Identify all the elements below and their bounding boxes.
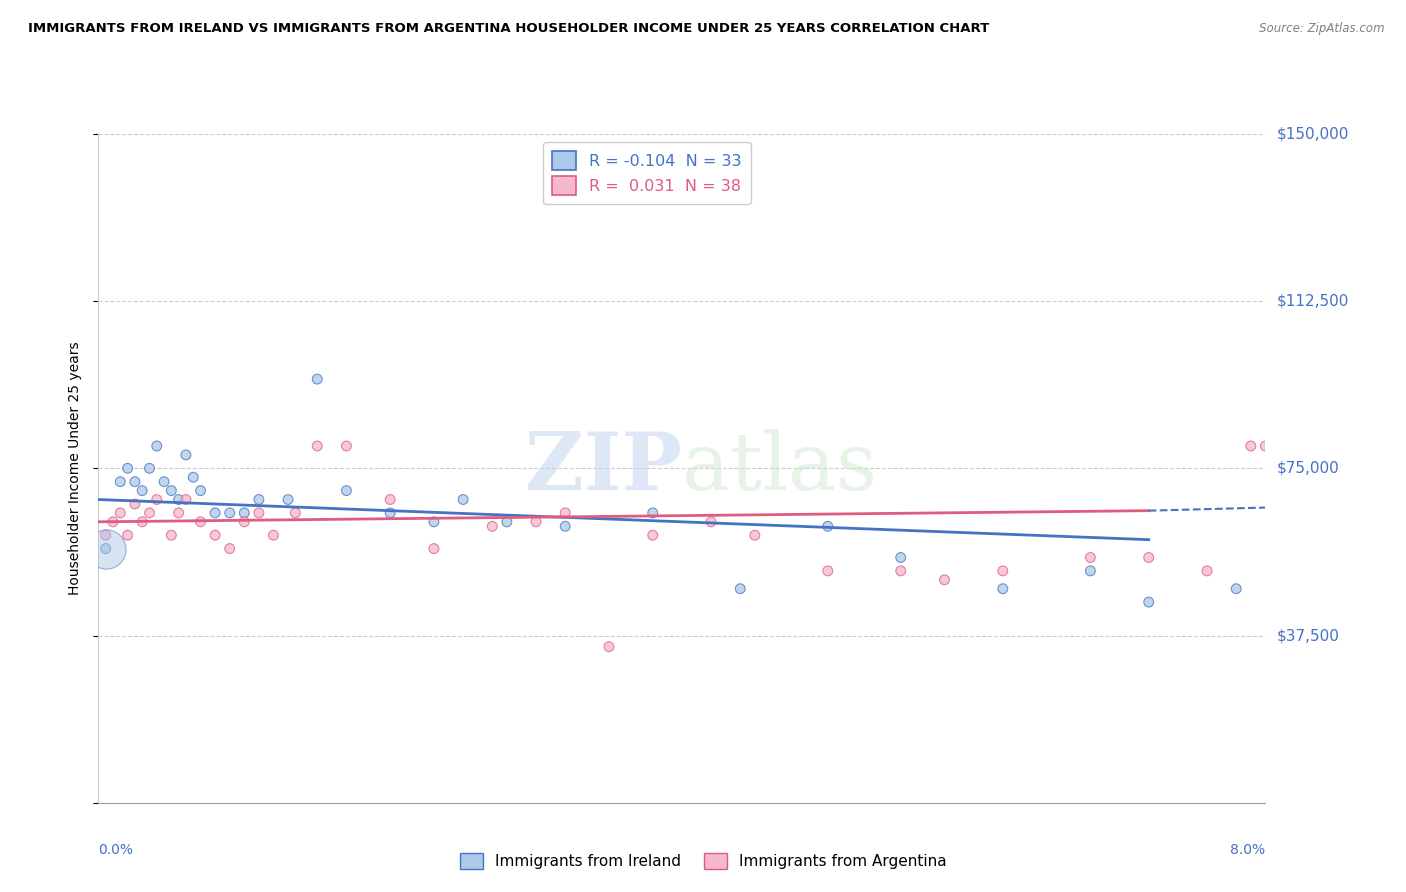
Point — [335, 439, 357, 453]
Point — [641, 506, 664, 520]
Point — [524, 515, 547, 529]
Point — [94, 528, 117, 542]
Point — [991, 582, 1014, 596]
Point — [94, 541, 117, 556]
Point — [174, 492, 197, 507]
Text: IMMIGRANTS FROM IRELAND VS IMMIGRANTS FROM ARGENTINA HOUSEHOLDER INCOME UNDER 25: IMMIGRANTS FROM IRELAND VS IMMIGRANTS FR… — [28, 22, 990, 36]
Text: 0.0%: 0.0% — [98, 843, 134, 857]
Point — [277, 492, 299, 507]
Point — [1254, 439, 1277, 453]
Point — [124, 475, 146, 489]
Point — [890, 550, 912, 565]
Point — [247, 492, 270, 507]
Point — [598, 640, 620, 654]
Point — [817, 519, 839, 533]
Text: $37,500: $37,500 — [1277, 628, 1340, 643]
Point — [160, 483, 183, 498]
Point — [146, 439, 169, 453]
Point — [890, 564, 912, 578]
Point — [233, 515, 256, 529]
Point — [101, 515, 124, 529]
Point — [423, 515, 446, 529]
Point — [817, 564, 839, 578]
Point — [554, 519, 576, 533]
Text: $112,500: $112,500 — [1277, 293, 1348, 309]
Point — [233, 506, 256, 520]
Point — [641, 528, 664, 542]
Point — [554, 506, 576, 520]
Point — [153, 475, 176, 489]
Point — [117, 461, 139, 475]
Point — [160, 528, 183, 542]
Point — [335, 483, 357, 498]
Text: $75,000: $75,000 — [1277, 461, 1340, 475]
Point — [495, 515, 517, 529]
Y-axis label: Householder Income Under 25 years: Householder Income Under 25 years — [67, 342, 82, 595]
Point — [744, 528, 766, 542]
Point — [146, 492, 169, 507]
Text: 8.0%: 8.0% — [1230, 843, 1265, 857]
Point — [1080, 550, 1102, 565]
Point — [94, 541, 117, 556]
Legend: R = -0.104  N = 33, R =  0.031  N = 38: R = -0.104 N = 33, R = 0.031 N = 38 — [543, 142, 751, 204]
Point — [307, 372, 329, 386]
Point — [218, 506, 240, 520]
Point — [131, 515, 153, 529]
Point — [167, 506, 190, 520]
Point — [1080, 564, 1102, 578]
Point — [1240, 439, 1263, 453]
Point — [204, 528, 226, 542]
Point — [190, 483, 212, 498]
Point — [284, 506, 307, 520]
Point — [110, 475, 132, 489]
Text: ZIP: ZIP — [524, 429, 682, 508]
Point — [730, 582, 752, 596]
Point — [481, 519, 503, 533]
Text: $150,000: $150,000 — [1277, 127, 1348, 141]
Point — [1225, 582, 1247, 596]
Point — [181, 470, 204, 484]
Point — [1195, 564, 1218, 578]
Point — [117, 528, 139, 542]
Point — [247, 506, 270, 520]
Point — [262, 528, 284, 542]
Point — [190, 515, 212, 529]
Point — [124, 497, 146, 511]
Point — [204, 506, 226, 520]
Point — [991, 564, 1014, 578]
Point — [423, 541, 446, 556]
Point — [1137, 595, 1160, 609]
Point — [218, 541, 240, 556]
Point — [174, 448, 197, 462]
Point — [934, 573, 956, 587]
Point — [138, 461, 160, 475]
Point — [451, 492, 474, 507]
Point — [307, 439, 329, 453]
Legend: Immigrants from Ireland, Immigrants from Argentina: Immigrants from Ireland, Immigrants from… — [454, 847, 952, 875]
Text: atlas: atlas — [682, 429, 877, 508]
Point — [131, 483, 153, 498]
Point — [1137, 550, 1160, 565]
Text: Source: ZipAtlas.com: Source: ZipAtlas.com — [1260, 22, 1385, 36]
Point — [378, 506, 402, 520]
Point — [110, 506, 132, 520]
Point — [700, 515, 723, 529]
Point — [378, 492, 402, 507]
Point — [167, 492, 190, 507]
Point — [138, 506, 160, 520]
